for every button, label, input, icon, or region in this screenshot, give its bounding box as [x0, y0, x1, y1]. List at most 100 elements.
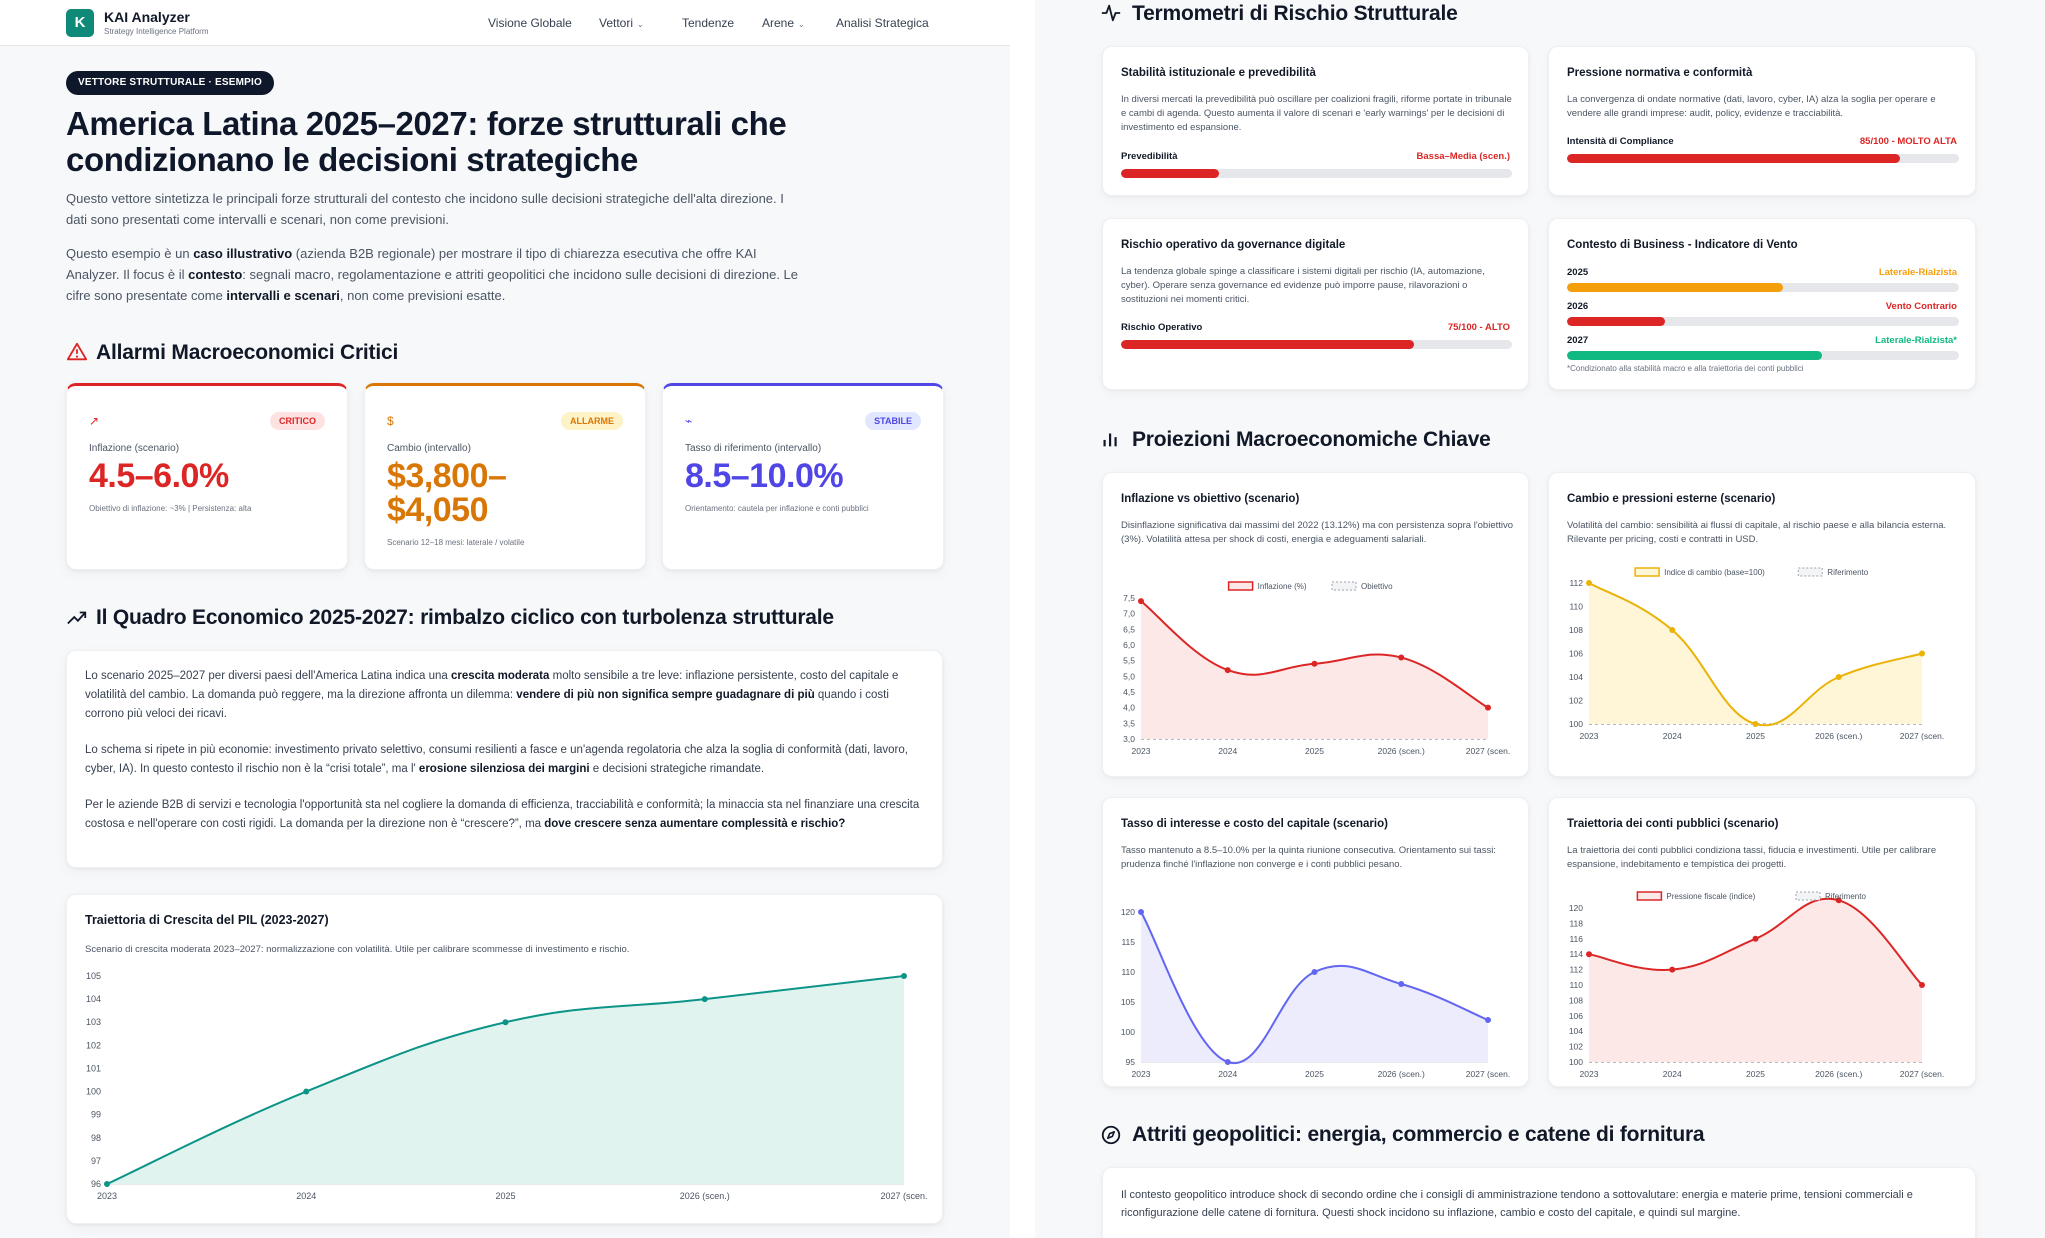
risk-card-title: Contesto di Business - Indicatore di Ven… [1567, 239, 1798, 251]
data-point [1485, 1017, 1491, 1023]
status-badge: STABILE [865, 412, 921, 430]
alarm-card-tasso[interactable]: ⌁ STABILE Tasso di riferimento (interval… [662, 383, 944, 570]
y-tick-label: 110 [1121, 967, 1135, 977]
y-tick-label: 102 [1569, 1042, 1583, 1052]
nav-analisi-strategica[interactable]: Analisi Strategica [836, 16, 929, 30]
gdp-chart-card: Traiettoria di Crescita del PIL (2023-20… [66, 894, 943, 1224]
risk-bar [1567, 283, 1959, 292]
risk-bar-fill [1567, 317, 1665, 326]
area-fill [1141, 601, 1488, 739]
data-point [701, 996, 708, 1003]
activity-icon: ⌁ [685, 414, 693, 428]
data-point [1311, 969, 1318, 975]
intro-paragraph: Questo vettore sintetizza le principali … [66, 191, 784, 227]
risk-bar-fill [1567, 283, 1783, 292]
data-point [1138, 598, 1144, 605]
x-tick-label: 2024 [1218, 1069, 1237, 1079]
framework-title: Il Quadro Economico 2025-2027: rimbalzo … [96, 606, 834, 629]
y-tick-label: 120 [1569, 903, 1583, 913]
y-tick-label: 5,0 [1123, 671, 1135, 681]
y-tick-label: 102 [86, 1040, 101, 1050]
data-point [502, 1019, 509, 1026]
y-tick-label: 118 [1569, 918, 1583, 928]
framework-card: Lo scenario 2025–2027 per diversi paesi … [66, 650, 943, 868]
nav-arene[interactable]: Arene ⌄ [762, 16, 805, 30]
x-tick-label: 2023 [1132, 1069, 1151, 1079]
legend-label: Riferimento [1827, 568, 1868, 577]
inflation-chart[interactable]: 3,0 3,5 4,0 4,5 5,0 5,5 6,0 6,5 7,0 7,5 2023 2024 20… [1103, 473, 1530, 778]
bar-label: 2027 [1567, 335, 1589, 346]
data-point [1835, 674, 1842, 680]
data-point [1586, 951, 1592, 958]
nav-label: Arene [762, 16, 795, 30]
data-point [1919, 650, 1925, 657]
geopolitics-text: Il contesto geopolitico introduce shock … [1121, 1189, 1913, 1219]
brand-tagline: Strategy Intelligence Platform [104, 27, 209, 36]
y-tick-label: 106 [1569, 1011, 1583, 1021]
x-tick-label: 2026 (scen.) [1378, 1069, 1425, 1079]
y-tick-label: 5,5 [1123, 656, 1135, 666]
x-tick-label: 2025 [1305, 746, 1324, 756]
chart-description: Disinflazione significativa dai massimi … [1121, 520, 1514, 545]
data-point [104, 1181, 110, 1187]
alarm-card-cambio[interactable]: $ ALLARME Cambio (intervallo) $3,800–$4,… [364, 383, 646, 570]
page-title: America Latina 2025–2027: forze struttur… [66, 105, 787, 178]
risk-bar-fill [1567, 154, 1901, 163]
exchange-chart[interactable]: 100 102 104 106 108 110 112 2023 2024 2025 2026 (s… [1549, 473, 1977, 778]
chart-title: Tasso di interesse e costo del capitale … [1121, 818, 1388, 830]
alarm-label: Cambio (intervallo) [387, 443, 471, 454]
y-tick-label: 100 [1121, 1027, 1135, 1037]
area-fill [1589, 583, 1922, 726]
legend-swatch [1331, 581, 1357, 591]
bar-value: Bassa–Media (scen.) [1416, 151, 1510, 162]
y-tick-label: 97 [91, 1156, 101, 1166]
x-tick-label: 2023 [1580, 1069, 1599, 1079]
nav-label: Vettori [599, 16, 634, 30]
chart-title: Inflazione vs obiettivo (scenario) [1121, 493, 1300, 505]
geopolitics-card: Il contesto geopolitico introduce shock … [1102, 1167, 1976, 1238]
right-page: Termometri di Rischio Strutturale Stabil… [1035, 0, 2045, 1238]
alarm-note: Orientamento: cautela per inflazione e c… [685, 504, 869, 513]
x-tick-label: 2023 [1132, 746, 1151, 756]
interest-rate-chart[interactable]: 95 100 105 110 115 120 2023 2024 2025 2026 (scen.… [1103, 798, 1530, 1088]
risk-bar-fill [1121, 340, 1415, 349]
nav-visione-globale[interactable]: Visione Globale [488, 16, 572, 30]
alarm-value: 4.5–6.0% [89, 457, 229, 495]
area-fill [1141, 912, 1488, 1064]
alarm-card-inflazione[interactable]: ↗ CRITICO Inflazione (scenario) 4.5–6.0%… [66, 383, 348, 570]
logo-icon[interactable]: K [66, 9, 94, 37]
risk-bar [1121, 169, 1512, 178]
data-point [1835, 897, 1842, 904]
y-tick-label: 4,0 [1123, 703, 1135, 713]
brand-name[interactable]: KAI Analyzer [104, 9, 190, 25]
framework-paragraph: Lo schema si ripete in più economie: inv… [85, 744, 908, 775]
x-tick-label: 2023 [97, 1191, 117, 1201]
nav-vettori[interactable]: Vettori ⌄ [599, 16, 644, 30]
vector-badge: VETTORE STRUTTURALE · ESEMPIO [66, 71, 274, 95]
chart-title: Cambio e pressioni esterne (scenario) [1567, 493, 1776, 505]
risk-card-governance: Rischio operativo da governance digitale… [1102, 218, 1529, 390]
y-tick-label: 104 [86, 994, 101, 1004]
fiscal-chart[interactable]: 100 102 104 106 108 110 112 114 116 118 120 2023 202… [1549, 798, 1977, 1088]
y-tick-label: 100 [1569, 719, 1583, 729]
series-line [1588, 897, 1923, 986]
chart-card-tasso: Tasso di interesse e costo del capitale … [1102, 797, 1529, 1087]
data-point [1398, 654, 1405, 661]
area-fill [107, 976, 904, 1184]
x-tick-label: 2023 [1580, 731, 1599, 741]
nav-tendenze[interactable]: Tendenze [682, 16, 734, 30]
chart-card-cambio: Cambio e pressioni esterne (scenario) Vo… [1548, 472, 1976, 777]
gdp-chart[interactable]: 96 97 98 99 100 101 102 103 104 105 2023 2024 2025 20… [67, 895, 944, 1225]
bar-label: Intensità di Compliance [1567, 136, 1674, 147]
pane-divider [1010, 0, 1035, 1238]
y-tick-label: 116 [1569, 934, 1583, 944]
data-point [1398, 981, 1405, 987]
dollar-icon: $ [387, 414, 394, 428]
left-page: K KAI Analyzer Strategy Intelligence Pla… [0, 0, 1010, 1238]
data-point [1138, 909, 1144, 915]
chevron-down-icon: ⌄ [798, 20, 805, 29]
y-tick-label: 6,0 [1123, 640, 1135, 650]
legend-swatch [1636, 891, 1663, 901]
legend-swatch [1634, 567, 1660, 577]
data-point [1752, 935, 1759, 942]
